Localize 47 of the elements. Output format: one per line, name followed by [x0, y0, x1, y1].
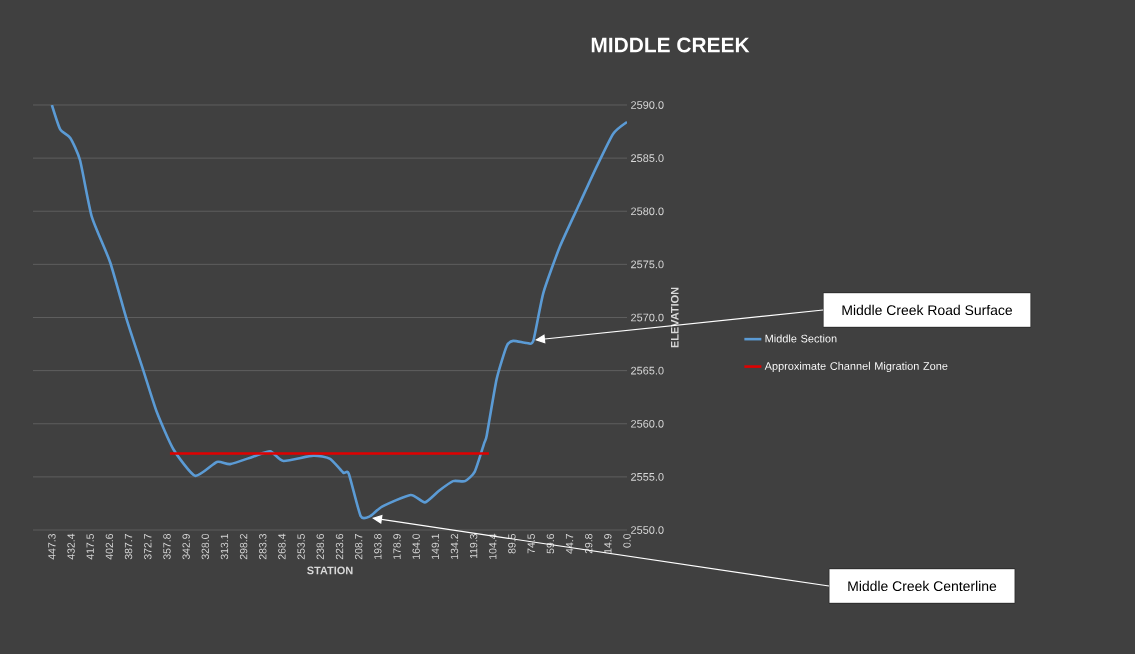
y-axis-title: ELEVATION	[670, 287, 679, 348]
y-tick-label: 2575.0	[631, 260, 664, 269]
x-tick-label: 432.4	[67, 533, 75, 560]
x-tick-label: 342.9	[182, 534, 190, 560]
y-tick-label: 2580.0	[631, 207, 664, 216]
x-tick-label: 14.9	[604, 534, 612, 554]
y-tick-label: 2590.0	[631, 101, 664, 109]
y-tick-label: 2550.0	[631, 526, 664, 534]
x-tick-label: 44.7	[565, 534, 574, 554]
x-tick-label: 253.5	[297, 533, 305, 560]
x-tick-label: 178.9	[393, 534, 401, 559]
text: Middle Creek Centerline	[848, 580, 997, 592]
x-tick-label: 74.5	[527, 533, 535, 554]
x-tick-label: 417.5	[86, 533, 94, 560]
x-tick-label: 283.3	[259, 533, 267, 560]
x-tick-label: 238.6	[316, 533, 324, 560]
y-tick-label: 2570.0	[631, 313, 664, 322]
x-tick-label: 313.1	[220, 534, 229, 560]
x-tick-label: 402.6	[105, 533, 114, 560]
x-tick-label: 193.8	[374, 533, 382, 559]
x-tick-label: 298.2	[239, 534, 248, 560]
x-tick-label: 89.5	[508, 533, 516, 554]
x-tick-label: 104.4	[489, 533, 497, 559]
x-tick-label: 357.8	[163, 533, 171, 560]
y-tick-label: 2565.0	[631, 366, 664, 375]
text: MIDDLE CREEK	[591, 37, 750, 53]
x-tick-label: 134.2	[450, 534, 459, 559]
x-tick-label: 164.0	[412, 533, 420, 559]
legend-label: Middle Section	[765, 334, 837, 343]
x-tick-label: 372.7	[144, 534, 152, 560]
text: Middle Creek Road Surface	[842, 304, 1013, 316]
x-tick-label: 447.3	[48, 533, 56, 560]
legend-label: Approximate Channel Migration Zone	[764, 361, 948, 373]
x-tick-label: 208.7	[354, 534, 363, 560]
y-tick-label: 2555.0	[631, 473, 664, 481]
x-axis-title: STATION	[307, 566, 353, 575]
x-tick-label: 0.0	[623, 533, 631, 548]
y-tick-label: 2585.0	[631, 154, 664, 162]
x-tick-label: 387.7	[124, 534, 133, 560]
x-tick-label: 268.4	[278, 533, 286, 560]
x-tick-label: 149.1	[431, 534, 440, 559]
x-tick-label: 328.0	[201, 533, 209, 560]
x-tick-label: 59.6	[546, 533, 555, 554]
y-tick-label: 2560.0	[631, 419, 664, 428]
x-tick-label: 223.6	[335, 533, 344, 560]
x-tick-label: 119.3	[469, 533, 478, 559]
x-tick-label: 29.8	[584, 533, 593, 554]
